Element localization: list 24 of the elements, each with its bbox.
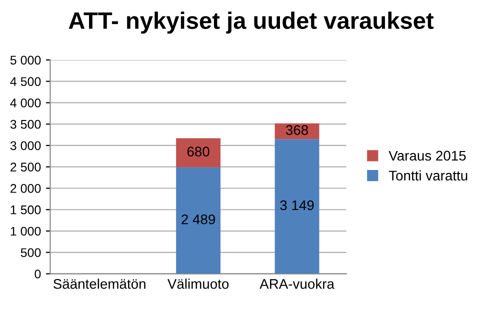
x-tick-label: Välimuoto xyxy=(167,278,229,289)
y-tick-label: 4 000 xyxy=(10,98,41,108)
data-label: 368 xyxy=(286,125,308,135)
y-tick-label: 3 500 xyxy=(10,120,41,129)
y-tick-label: 3 000 xyxy=(10,141,41,150)
y-tick-label: 2 500 xyxy=(10,162,41,172)
legend-label: Varaus 2015 xyxy=(388,150,466,161)
y-tick-label: 500 xyxy=(20,248,41,258)
y-tick-label: 2 000 xyxy=(10,184,41,193)
bar xyxy=(176,138,221,168)
chart-title: ATT- nykyiset ja uudet varaukset xyxy=(68,12,434,34)
y-tick-label: 4 500 xyxy=(10,77,41,86)
x-tick-label: ARA-vuokra xyxy=(260,278,334,289)
data-label: 2 489 xyxy=(182,214,216,224)
x-tick-label: Sääntelemätön xyxy=(53,278,146,289)
data-label: 680 xyxy=(187,146,210,157)
bar xyxy=(274,139,320,274)
y-tick-label: 1 500 xyxy=(10,205,41,214)
y-tick-label: 0 xyxy=(34,270,41,278)
legend-label: Tontti varattu xyxy=(388,170,468,181)
y-tick-label: 1 000 xyxy=(10,226,41,236)
data-label: 3 149 xyxy=(280,200,314,210)
bar xyxy=(176,167,221,274)
y-tick-label: 5 000 xyxy=(10,56,41,65)
